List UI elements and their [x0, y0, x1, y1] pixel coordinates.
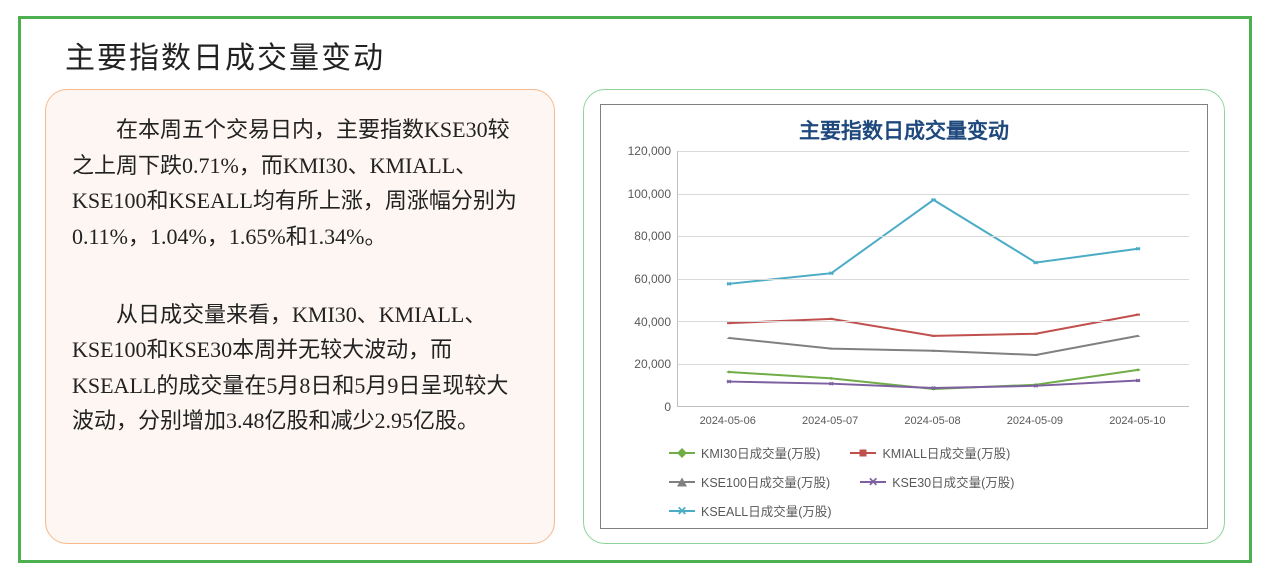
legend-swatch: [850, 452, 876, 454]
chart-y-axis: 020,00040,00060,00080,000100,000120,000: [619, 151, 677, 407]
y-tick-label: 100,000: [628, 187, 671, 201]
summary-panel: 在本周五个交易日内，主要指数KSE30较之上周下跌0.71%，而KMI30、KM…: [45, 89, 555, 544]
legend-label: KSEALL日成交量(万股): [701, 501, 832, 520]
legend-label: KSE100日成交量(万股): [701, 472, 830, 491]
legend-item: ✕ KSEALL日成交量(万股): [669, 501, 832, 520]
x-tick-label: 2024-05-08: [882, 415, 984, 427]
chart-title: 主要指数日成交量变动: [619, 115, 1189, 145]
marker-diamond-icon: [677, 448, 687, 458]
x-tick-label: 2024-05-07: [779, 415, 881, 427]
series-line: [729, 315, 1138, 336]
chart-legend: KMI30日成交量(万股) KMIALL日成交量(万股) KSE100日成交量(万股…: [619, 443, 1189, 520]
chart-box: 主要指数日成交量变动 0 20,000 40,000 60,000 80,000 100,…: [600, 104, 1208, 529]
legend-item: KMI30日成交量(万股): [669, 443, 820, 462]
y-tick-label: 120,000: [628, 144, 671, 158]
grid-line: [678, 151, 1189, 152]
marker-triangle-icon: [677, 477, 687, 486]
x-tick-label: 2024-05-09: [984, 415, 1086, 427]
chart-x-axis-row: 2024-05-062024-05-072024-05-082024-05-09…: [619, 415, 1189, 427]
grid-line: [678, 194, 1189, 195]
grid-line: [678, 236, 1189, 237]
summary-paragraph-1: 在本周五个交易日内，主要指数KSE30较之上周下跌0.71%，而KMI30、KM…: [72, 112, 528, 255]
summary-paragraph-2: 从日成交量来看，KMI30、KMIALL、KSE100和KSE30本周并无较大波…: [72, 297, 528, 440]
legend-swatch: ✕: [669, 510, 695, 512]
chart-x-axis-spacer: [619, 415, 677, 427]
legend-item: KSE100日成交量(万股): [669, 472, 830, 491]
legend-label: KMI30日成交量(万股): [701, 443, 820, 462]
legend-swatch: [669, 452, 695, 454]
legend-item: ✕ KSE30日成交量(万股): [860, 472, 1014, 491]
content-columns: 在本周五个交易日内，主要指数KSE30较之上周下跌0.71%，而KMI30、KM…: [45, 89, 1225, 544]
chart-panel: 主要指数日成交量变动 0 20,000 40,000 60,000 80,000 100,…: [583, 89, 1225, 544]
legend-label: KMIALL日成交量(万股): [882, 443, 1010, 462]
marker-square-icon: [860, 449, 867, 456]
legend-swatch: [669, 481, 695, 483]
legend-item: KMIALL日成交量(万股): [850, 443, 1010, 462]
chart-plot-area: [677, 151, 1189, 407]
chart-plot-row: 020,00040,00060,00080,000100,000120,000: [619, 151, 1189, 407]
series-line: [729, 336, 1138, 355]
series-line: [729, 370, 1138, 389]
series-line: [729, 200, 1138, 284]
outer-frame: 主要指数日成交量变动 在本周五个交易日内，主要指数KSE30较之上周下跌0.71…: [18, 16, 1252, 563]
x-tick-label: 2024-05-10: [1087, 415, 1189, 427]
y-tick-label: 20,000: [634, 357, 671, 371]
legend-label: KSE30日成交量(万股): [892, 472, 1014, 491]
x-tick-label: 2024-05-06: [677, 415, 779, 427]
y-tick-label: 40,000: [634, 315, 671, 329]
grid-line: [678, 364, 1189, 365]
y-tick-label: 0: [664, 400, 671, 414]
y-tick-label: 60,000: [634, 272, 671, 286]
section-title: 主要指数日成交量变动: [45, 33, 1225, 77]
marker-x-icon: ✕: [868, 476, 878, 488]
chart-x-axis: 2024-05-062024-05-072024-05-082024-05-09…: [677, 415, 1189, 427]
grid-line: [678, 279, 1189, 280]
marker-x-icon: ✕: [677, 505, 687, 517]
y-tick-label: 80,000: [634, 229, 671, 243]
grid-line: [678, 321, 1189, 322]
legend-swatch: ✕: [860, 481, 886, 483]
